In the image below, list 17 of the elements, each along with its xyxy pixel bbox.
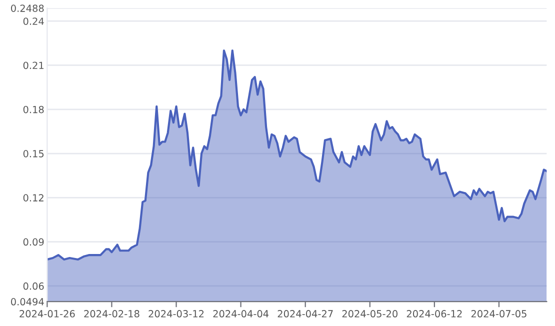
y-tick-label: 0.09: [23, 238, 44, 246]
x-tick-label: 2024-01-26: [20, 310, 75, 318]
x-tick-label: 2024-02-18: [84, 310, 140, 318]
x-tick-label: 2024-04-04: [213, 310, 269, 318]
x-tick-label: 2024-04-27: [278, 310, 333, 318]
y-tick-label: 0.15: [23, 150, 44, 158]
x-tick-label: 2024-07-05: [471, 310, 526, 318]
x-tick-label: 2024-05-20: [342, 310, 398, 318]
x-tick-label: 2024-03-12: [148, 310, 204, 318]
x-tick-label: 2024-06-12: [406, 310, 462, 318]
y-tick-label: 0.21: [23, 62, 44, 70]
y-tick-label: 0.12: [23, 194, 44, 202]
y-tick-label: 0.24: [23, 18, 44, 25]
y-tick-label: 0.06: [23, 282, 44, 290]
y-tick-label: 0.0494: [11, 298, 44, 306]
y-tick-label: 0.18: [23, 106, 44, 114]
y-tick-label: 0.2488: [11, 4, 44, 12]
